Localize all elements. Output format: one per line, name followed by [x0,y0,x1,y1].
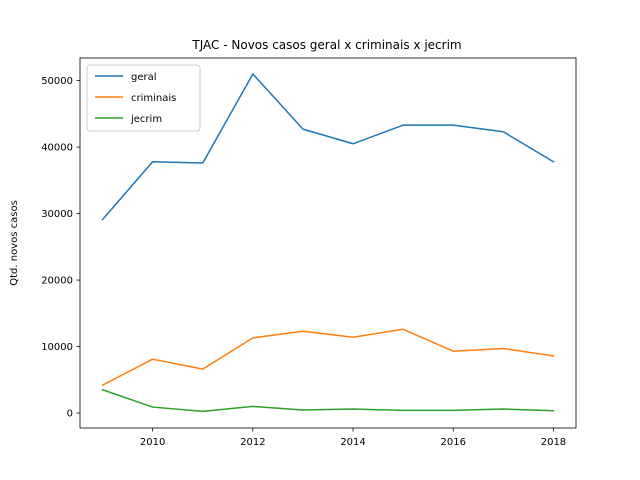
series-line-geral [101,73,555,221]
y-tick-label: 40000 [41,143,73,154]
legend-label-geral: geral [131,72,157,83]
x-tick-label: 2014 [340,437,365,448]
y-tick-label: 20000 [41,276,73,287]
chart-title: TJAC - Novos casos geral x criminais x j… [191,38,461,52]
y-tick-label: 10000 [41,342,73,353]
y-tick-label: 50000 [41,76,73,87]
plot-frame [79,57,577,429]
x-tick-label: 2010 [140,437,165,448]
x-tick-label: 2016 [441,437,466,448]
legend-label-criminais: criminais [131,93,176,104]
legend: geral criminais jecrim [86,64,201,132]
legend-box [86,64,201,132]
series-line-jecrim [101,388,555,413]
series-line-criminais [101,328,555,387]
x-tick-label: 2012 [240,437,265,448]
y-tick-label: 0 [67,409,73,420]
y-tick-label: 30000 [41,209,73,220]
legend-label-jecrim: jecrim [130,114,162,125]
x-tick-label: 2018 [541,437,566,448]
y-axis-label: Qtd. novos casos [9,200,20,286]
plot-area: 2010 2012 2014 2016 2018 0 10000 20000 30000 4000… [41,57,577,448]
